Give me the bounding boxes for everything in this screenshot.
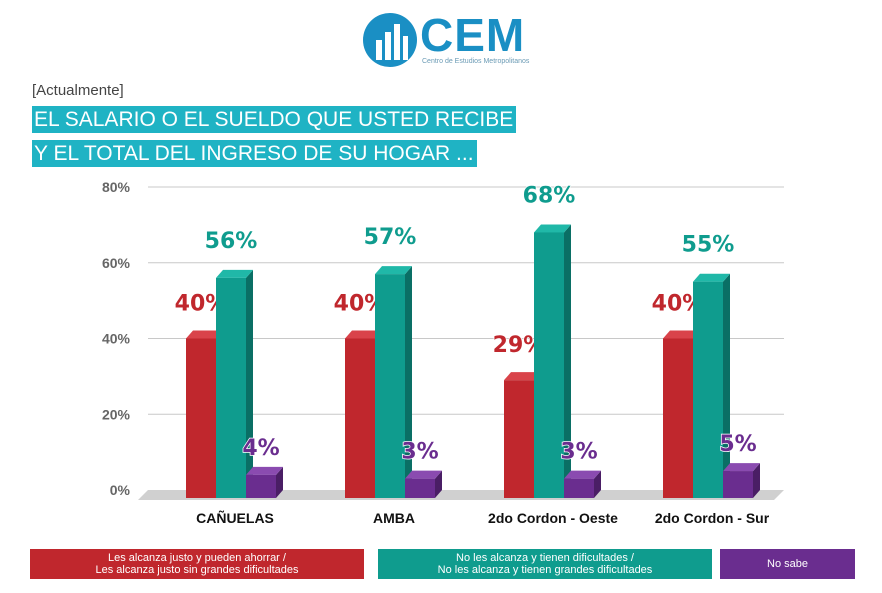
legend-item-justo: Les alcanza justo y pueden ahorrar / Les… bbox=[30, 549, 364, 579]
bar-top bbox=[216, 269, 253, 278]
bar-top bbox=[405, 470, 442, 479]
bar bbox=[663, 338, 693, 498]
data-label: 3% bbox=[401, 440, 438, 465]
data-label: 68% bbox=[523, 183, 576, 208]
x-tick-label: CAÑUELAS bbox=[196, 509, 274, 526]
chart-kicker: [Actualmente] bbox=[32, 82, 124, 99]
legend-item-no-sabe: No sabe bbox=[720, 549, 855, 579]
bar bbox=[504, 380, 534, 498]
legend-label-line-1: No les alcanza y tienen dificultades / bbox=[456, 552, 634, 564]
chart-title-line-1: EL SALARIO O EL SUELDO QUE USTED RECIBE bbox=[32, 106, 517, 133]
y-tick-label: 80% bbox=[102, 179, 131, 195]
chart-title-line-2: Y EL TOTAL DEL INGRESO DE SU HOGAR ... bbox=[32, 140, 477, 167]
bar-side bbox=[246, 269, 253, 498]
bar bbox=[723, 471, 753, 498]
data-label: 56% bbox=[205, 229, 258, 254]
legend-item-no-alcanza: No les alcanza y tienen dificultades / N… bbox=[378, 549, 712, 579]
bar-top bbox=[375, 266, 412, 275]
bar-top bbox=[663, 330, 700, 339]
bar-top bbox=[186, 330, 223, 339]
bar-top bbox=[504, 372, 541, 381]
x-tick-label: 2do Cordon - Oeste bbox=[488, 510, 618, 526]
y-tick-label: 20% bbox=[102, 406, 131, 422]
logo-building-icon bbox=[363, 13, 417, 67]
bar-side bbox=[753, 463, 760, 498]
bar-side bbox=[405, 266, 412, 498]
data-label: 55% bbox=[682, 233, 735, 258]
bar bbox=[186, 338, 216, 498]
bar-top bbox=[246, 466, 283, 475]
bar-top bbox=[723, 463, 760, 472]
bar bbox=[246, 474, 276, 498]
bar bbox=[375, 274, 405, 498]
legend-label-line-2: No les alcanza y tienen grandes dificult… bbox=[437, 564, 653, 576]
bar bbox=[345, 338, 375, 498]
bar-side bbox=[564, 224, 571, 498]
chart-floor bbox=[138, 490, 784, 500]
bar-top bbox=[693, 273, 730, 282]
legend-label-line-1: Les alcanza justo y pueden ahorrar / bbox=[108, 552, 286, 564]
bar bbox=[564, 478, 594, 498]
bar-top bbox=[534, 224, 571, 233]
cem-logo: CEM Centro de Estudios Metropolitanos bbox=[362, 9, 532, 68]
y-tick-label: 0% bbox=[110, 482, 131, 498]
bar-side bbox=[276, 466, 283, 498]
bar bbox=[216, 277, 246, 498]
legend-label-line-1: No sabe bbox=[767, 558, 808, 570]
data-label: 4% bbox=[242, 436, 279, 461]
bar-top bbox=[564, 470, 601, 479]
x-tick-label: 2do Cordon - Sur bbox=[655, 510, 770, 526]
bar bbox=[693, 281, 723, 498]
data-label: 5% bbox=[719, 432, 756, 457]
x-tick-label: AMBA bbox=[373, 510, 415, 526]
bar-side bbox=[723, 273, 730, 498]
bar-side bbox=[435, 470, 442, 498]
bar-side bbox=[594, 470, 601, 498]
bar-top bbox=[345, 330, 382, 339]
data-label: 57% bbox=[364, 225, 417, 250]
logo-text: CEM bbox=[420, 9, 526, 61]
logo-subtitle: Centro de Estudios Metropolitanos bbox=[422, 58, 530, 65]
y-tick-label: 60% bbox=[102, 255, 131, 271]
bar bbox=[534, 232, 564, 498]
y-tick-label: 40% bbox=[102, 331, 131, 347]
data-label: 3% bbox=[560, 440, 597, 465]
bar bbox=[405, 478, 435, 498]
legend-label-line-2: Les alcanza justo sin grandes dificultad… bbox=[95, 564, 299, 576]
